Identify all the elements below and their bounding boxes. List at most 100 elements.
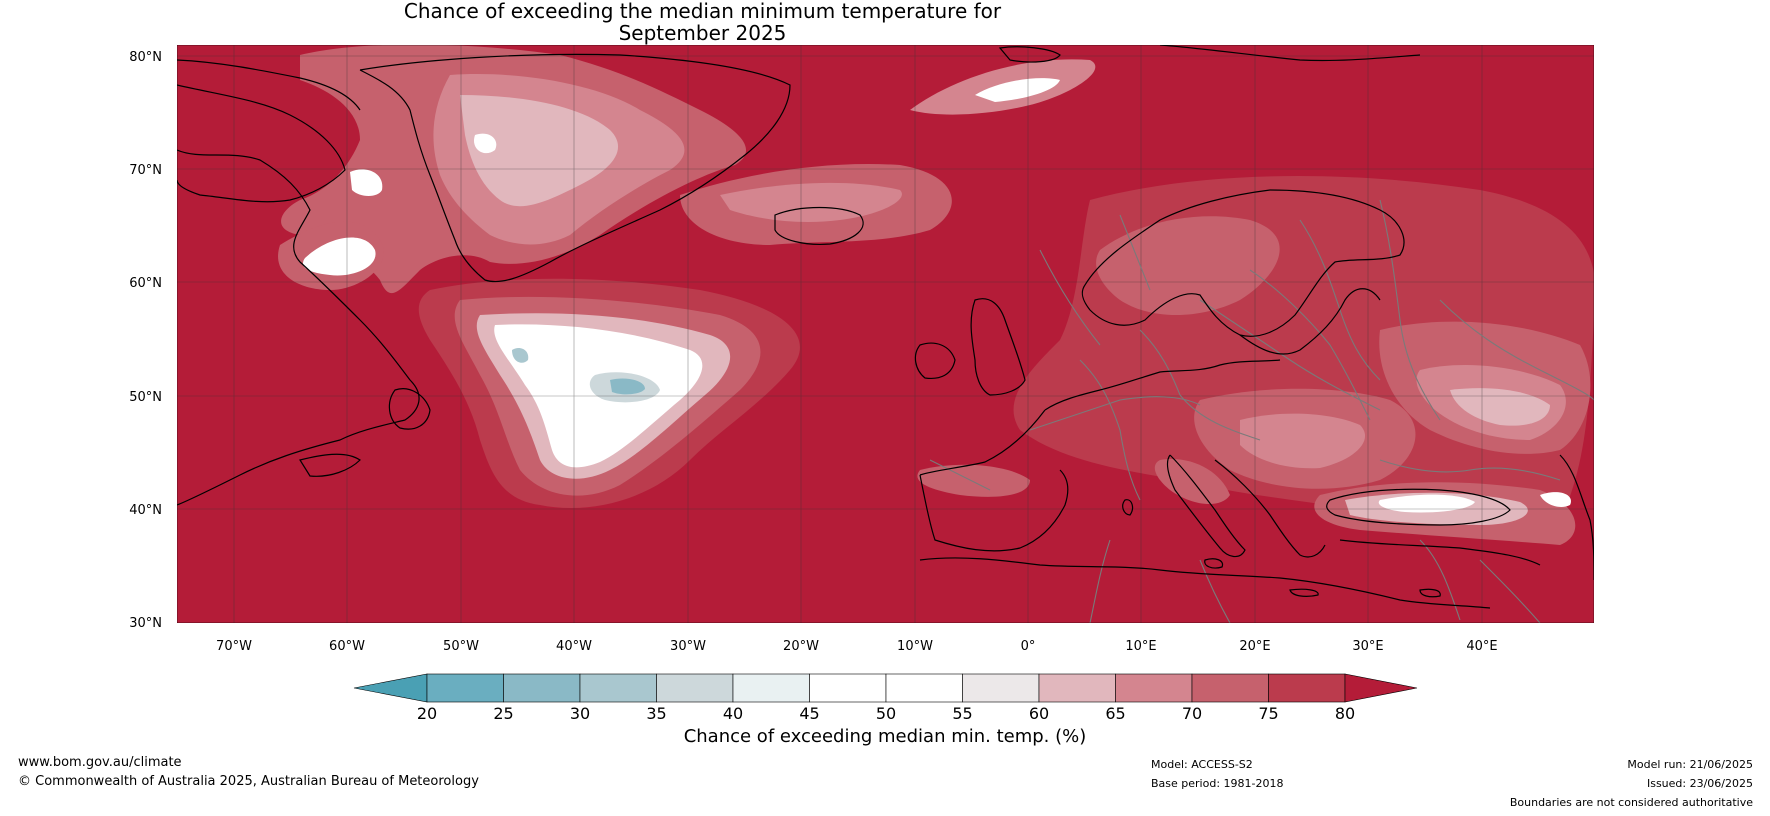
probability-shading xyxy=(278,45,1594,545)
colorbar-segment xyxy=(503,673,581,703)
colorbar-tick-label: 75 xyxy=(1258,704,1278,723)
lat-label-30n: 30°N xyxy=(129,616,162,631)
coast-nova-scotia xyxy=(299,453,361,477)
footer-disclaimer: Boundaries are not considered authoritat… xyxy=(1509,796,1753,809)
shading-65-balkans xyxy=(1240,413,1366,469)
shading-55-blacksea xyxy=(1378,494,1475,513)
coast-labrador xyxy=(177,149,420,506)
footer-issued: Issued: 23/06/2025 xyxy=(1646,777,1753,790)
coast-black-sea xyxy=(1326,488,1511,526)
lon-label-20w: 20°W xyxy=(783,639,819,654)
colorbar-segment xyxy=(1191,673,1269,703)
coast-ireland xyxy=(914,342,956,380)
colorbar-tick-label: 40 xyxy=(723,704,743,723)
lat-label-60n: 60°N xyxy=(129,276,162,291)
colorbar-segment xyxy=(579,673,657,703)
lon-label-0: 0° xyxy=(1021,639,1036,654)
footer-url: www.bom.gov.au/climate xyxy=(18,755,182,770)
colorbar-tick-label: 60 xyxy=(1029,704,1049,723)
lat-label-80n: 80°N xyxy=(129,50,162,65)
footer-model-run: Model run: 21/06/2025 xyxy=(1627,758,1753,771)
colorbar-extend-low xyxy=(353,673,428,703)
colorbar-tick-label: 80 xyxy=(1335,704,1355,723)
shading-70-iberia xyxy=(917,464,1030,497)
map-panel xyxy=(177,45,1594,623)
colorbar-extend-high xyxy=(1344,673,1418,703)
coast-biscay xyxy=(919,409,1046,476)
shading-65-iceland xyxy=(720,182,902,222)
colorbar-ticks: 20 25 30 35 40 45 50 55 60 65 70 75 80 xyxy=(417,704,1355,723)
shading-60-greenland xyxy=(460,95,619,207)
colorbar-tick-label: 35 xyxy=(646,704,666,723)
colorbar-tick-label: 25 xyxy=(493,704,513,723)
shading-55-baffin xyxy=(350,169,383,196)
colorbar-tick-label: 30 xyxy=(570,704,590,723)
colorbar-segment xyxy=(1038,673,1116,703)
coast-north-africa xyxy=(919,557,1491,609)
lon-label-30e: 30°E xyxy=(1352,639,1383,654)
colorbar-tick-label: 45 xyxy=(799,704,819,723)
lon-label-40w: 40°W xyxy=(556,639,592,654)
colorbar-segment xyxy=(656,673,734,703)
colorbar-segment xyxy=(1268,673,1346,703)
coast-cyprus xyxy=(1419,588,1441,598)
coast-europe-west xyxy=(1044,359,1281,411)
shading-55-labrador xyxy=(302,237,376,276)
coast-iberia xyxy=(919,469,1069,552)
colorbar-label: Chance of exceeding median min. temp. (%… xyxy=(683,726,1087,747)
coast-baffin xyxy=(177,84,346,203)
lat-label-40n: 40°N xyxy=(129,503,162,518)
lon-label-60w: 60°W xyxy=(329,639,365,654)
footer-copyright: © Commonwealth of Australia 2025, Austra… xyxy=(18,774,479,789)
footer-model: Model: ACCESS-S2 xyxy=(1151,758,1253,771)
coast-norway xyxy=(1081,189,1405,337)
coast-balkans xyxy=(1214,459,1326,558)
coast-svalbard xyxy=(998,46,1061,63)
lon-label-10w: 10°W xyxy=(897,639,933,654)
coast-sicily xyxy=(1204,558,1224,569)
coast-newfoundland xyxy=(388,388,431,430)
shading-55-greenland-a xyxy=(474,133,497,154)
shading-60-russia xyxy=(1450,388,1550,426)
lon-label-70w: 70°W xyxy=(216,639,252,654)
coast-britain xyxy=(970,298,1026,396)
shading-70-scandinavia xyxy=(1096,216,1280,315)
country-borders xyxy=(929,199,1594,623)
shading-30-atlantic xyxy=(610,378,645,395)
colorbar-tick-label: 65 xyxy=(1105,704,1125,723)
coast-greenland xyxy=(359,53,791,283)
colorbar-segment xyxy=(426,673,504,703)
shading-55-svalbard xyxy=(975,78,1060,102)
shading-35-atlantic-b xyxy=(512,348,529,363)
coast-turkey xyxy=(1339,539,1541,566)
colorbar xyxy=(353,673,1418,703)
colorbar-tick-label: 55 xyxy=(952,704,972,723)
lon-label-10e: 10°E xyxy=(1125,639,1156,654)
graticule xyxy=(177,45,1594,623)
colorbar-tick-label: 20 xyxy=(417,704,437,723)
map-title-line2: September 2025 xyxy=(618,21,787,45)
lat-label-70n: 70°N xyxy=(129,163,162,178)
coastlines xyxy=(177,45,1594,609)
coast-baltic xyxy=(1239,288,1381,355)
coast-crete xyxy=(1289,588,1319,597)
lat-label-50n: 50°N xyxy=(129,390,162,405)
map-title-line1: Chance of exceeding the median minimum t… xyxy=(403,0,1002,23)
colorbar-segment xyxy=(885,673,963,703)
coast-iceland xyxy=(774,206,864,245)
colorbar-tick-label: 70 xyxy=(1182,704,1202,723)
lon-label-30w: 30°W xyxy=(670,639,706,654)
colorbar-segment xyxy=(809,673,887,703)
lon-label-50w: 50°W xyxy=(443,639,479,654)
shading-55-caspian xyxy=(1540,492,1571,507)
footer-base-period: Base period: 1981-2018 xyxy=(1151,777,1284,790)
coast-sardinia xyxy=(1122,499,1134,516)
colorbar-tick-label: 50 xyxy=(876,704,896,723)
colorbar-segment xyxy=(962,673,1040,703)
lon-label-40e: 40°E xyxy=(1466,639,1497,654)
coast-italy xyxy=(1166,454,1246,558)
colorbar-segment xyxy=(732,673,810,703)
colorbar-segment xyxy=(1115,673,1193,703)
lon-label-20e: 20°E xyxy=(1239,639,1270,654)
